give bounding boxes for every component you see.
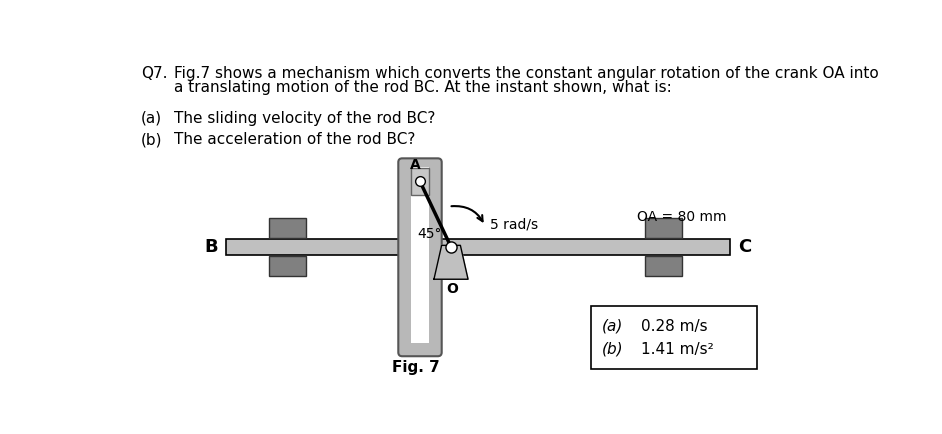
Text: C: C bbox=[738, 238, 751, 256]
Bar bbox=[591, 306, 757, 369]
Text: OA = 80 mm: OA = 80 mm bbox=[637, 210, 726, 224]
Text: a translating motion of the rod BC. At the instant shown, what is:: a translating motion of the rod BC. At t… bbox=[173, 80, 672, 95]
Text: 45°: 45° bbox=[417, 227, 442, 241]
Text: (b): (b) bbox=[601, 342, 623, 357]
Bar bbox=[226, 239, 730, 255]
Bar bbox=[411, 168, 430, 194]
Text: (a): (a) bbox=[141, 111, 162, 125]
Text: 0.28 m/s: 0.28 m/s bbox=[641, 319, 707, 333]
Text: B: B bbox=[204, 238, 219, 256]
Text: The sliding velocity of the rod BC?: The sliding velocity of the rod BC? bbox=[173, 111, 435, 125]
Bar bbox=[268, 217, 306, 238]
Bar bbox=[268, 256, 306, 276]
Bar bbox=[644, 217, 682, 238]
Text: 5 rad/s: 5 rad/s bbox=[490, 217, 538, 231]
Bar bbox=[411, 167, 430, 343]
Text: Fig. 7: Fig. 7 bbox=[392, 361, 440, 375]
Text: O: O bbox=[447, 282, 459, 296]
Text: Fig.7 shows a mechanism which converts the constant angular rotation of the cran: Fig.7 shows a mechanism which converts t… bbox=[173, 66, 878, 81]
Polygon shape bbox=[434, 245, 468, 279]
Text: (a): (a) bbox=[601, 319, 623, 333]
Text: (b): (b) bbox=[141, 132, 163, 147]
Bar bbox=[644, 256, 682, 276]
FancyBboxPatch shape bbox=[398, 158, 442, 356]
Text: 1.41 m/s²: 1.41 m/s² bbox=[641, 342, 714, 357]
Text: The acceleration of the rod BC?: The acceleration of the rod BC? bbox=[173, 132, 414, 147]
Text: A: A bbox=[410, 158, 421, 172]
Text: Q7.: Q7. bbox=[141, 66, 168, 81]
